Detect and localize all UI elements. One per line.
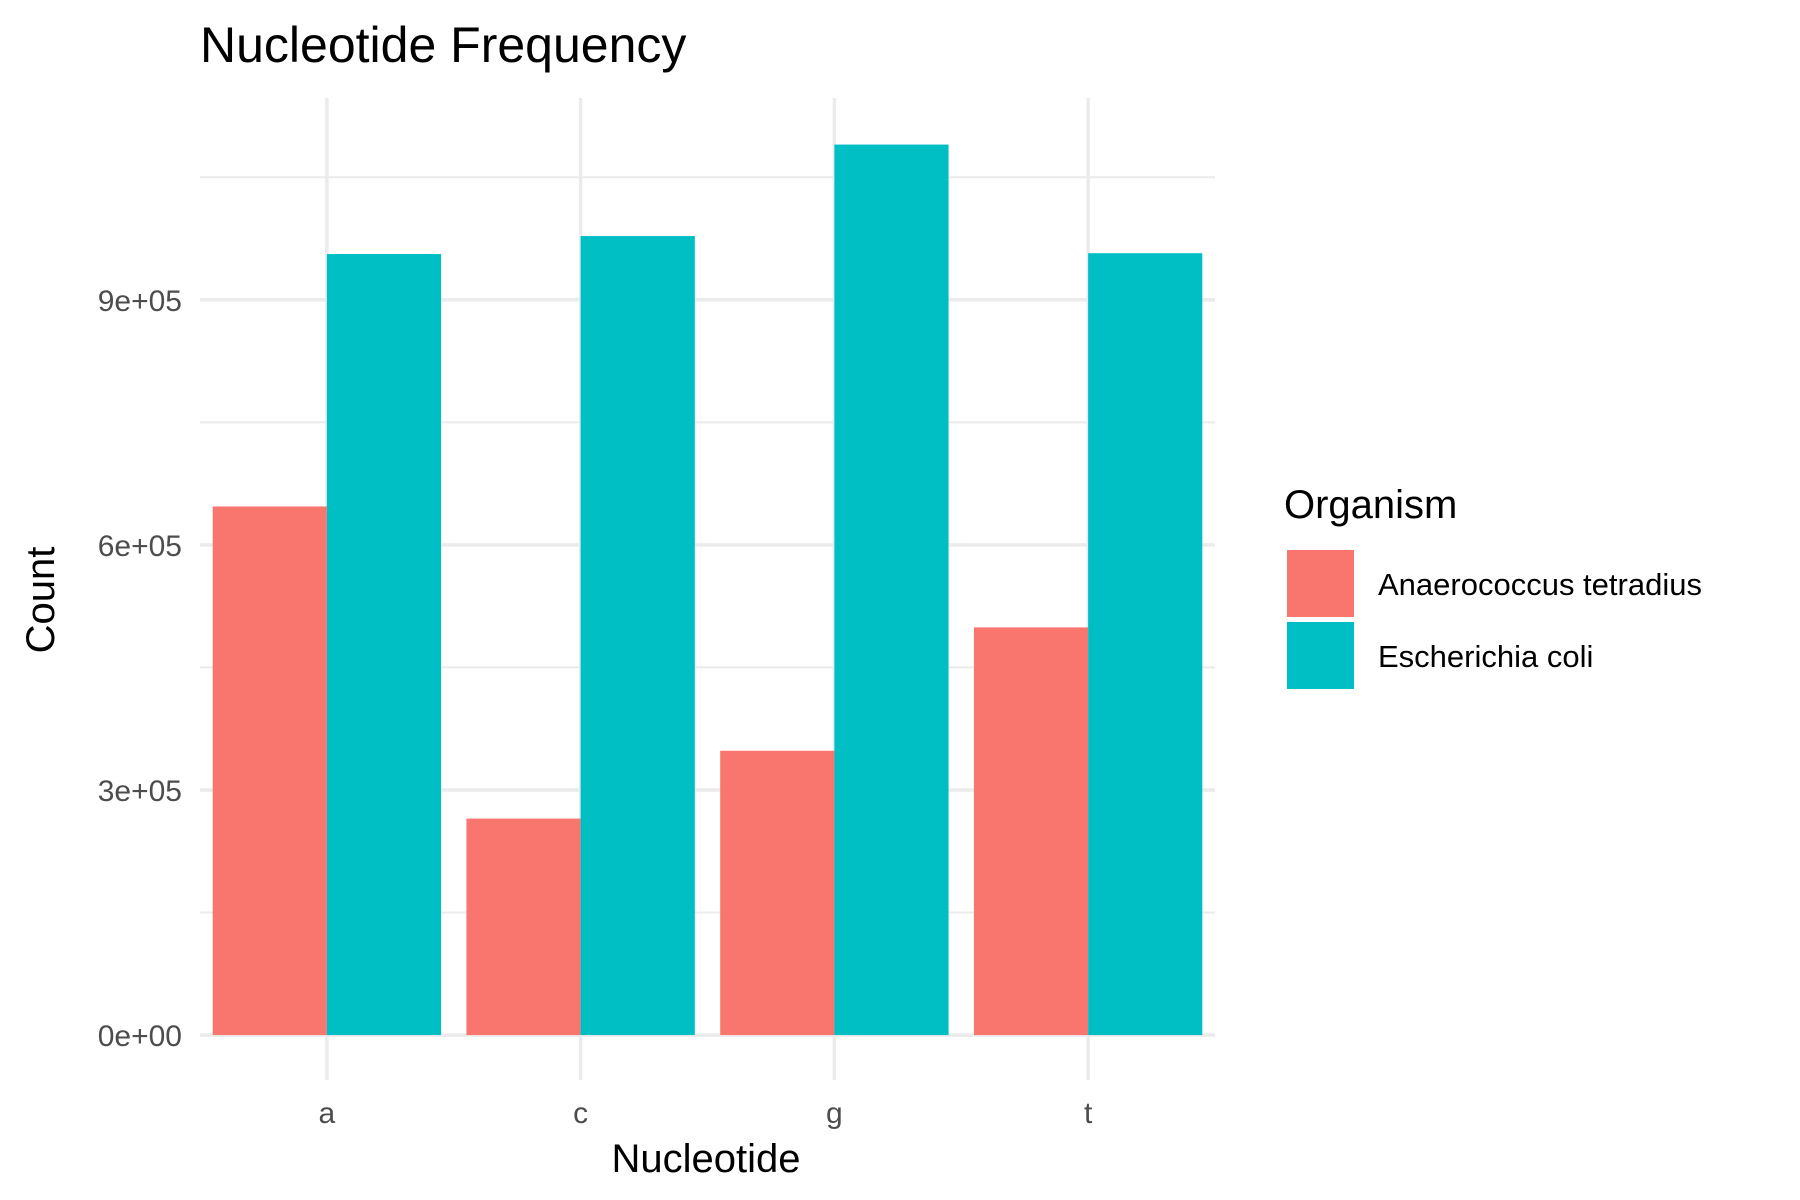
legend-label-1: Escherichia coli xyxy=(1378,639,1593,674)
legend-label-0: Anaerococcus tetradius xyxy=(1378,567,1702,602)
legend-key-0 xyxy=(1287,550,1354,617)
bar-g-series-1 xyxy=(834,144,949,1036)
bar-a-series-1 xyxy=(326,254,442,1036)
bar-a-series-0 xyxy=(212,506,327,1036)
x-tick-label-a: a xyxy=(319,1097,336,1130)
legend: Organism Anaerococcus tetradius Escherich… xyxy=(1284,483,1702,689)
bars xyxy=(212,144,1203,1036)
x-axis-title: Nucleotide xyxy=(611,1137,800,1181)
y-tick-label-1: 3e+05 xyxy=(98,775,182,808)
y-tick-label-3: 9e+05 xyxy=(98,285,182,318)
bar-c-series-1 xyxy=(580,236,695,1036)
legend-key-1 xyxy=(1287,622,1354,689)
chart-title: Nucleotide Frequency xyxy=(200,17,686,73)
bar-t-series-0 xyxy=(973,627,1089,1036)
y-tick-label-0: 0e+00 xyxy=(98,1020,182,1053)
y-axis-title: Count xyxy=(19,547,63,654)
bar-g-series-0 xyxy=(720,750,835,1036)
legend-items: Anaerococcus tetradius Escherichia coli xyxy=(1287,550,1702,689)
y-tick-label-2: 6e+05 xyxy=(98,530,182,563)
x-tick-label-g: g xyxy=(826,1097,843,1130)
legend-title: Organism xyxy=(1284,483,1457,527)
bar-t-series-1 xyxy=(1088,253,1203,1036)
y-axis-ticks: 0e+00 3e+05 6e+05 9e+05 xyxy=(98,285,182,1053)
x-tick-label-c: c xyxy=(573,1097,588,1130)
x-tick-label-t: t xyxy=(1084,1097,1093,1130)
bar-c-series-0 xyxy=(466,818,581,1036)
